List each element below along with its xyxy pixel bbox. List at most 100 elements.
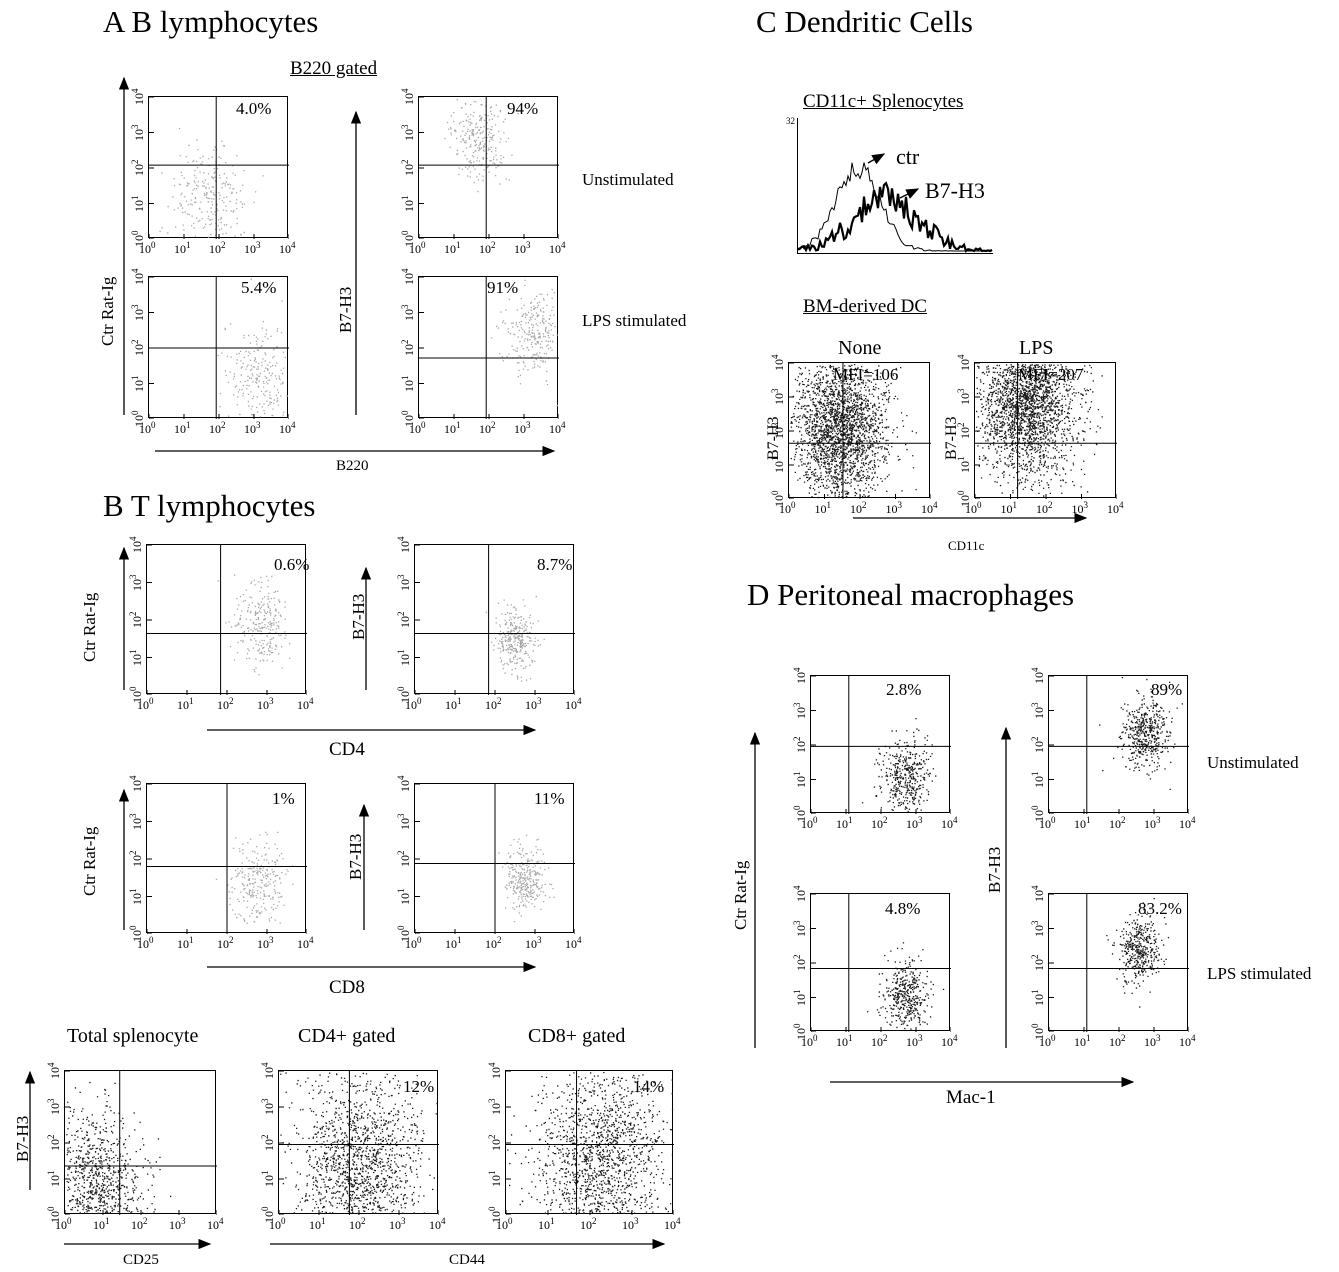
pct-d-3: 4.8% <box>885 899 921 918</box>
y-tick-label: 102 <box>792 954 808 972</box>
y-tick-label: 103 <box>792 920 808 937</box>
y-tick-label: 102 <box>956 422 972 440</box>
arrow-hist-ctr <box>867 153 886 165</box>
y-tick-label: 100 <box>260 1206 276 1224</box>
y-tick-label: 102 <box>770 422 786 440</box>
mfi-none: MFI=106 <box>833 365 899 384</box>
x-tick-label: 101 <box>444 240 461 256</box>
scatter-points <box>976 364 1103 497</box>
y-tick-label: 104 <box>956 354 972 372</box>
plot-a-ctr-lps <box>148 276 289 419</box>
scatter-dots <box>147 545 307 695</box>
y-tick-label: 102 <box>1030 736 1046 754</box>
x-tick-label: 100 <box>409 240 426 256</box>
dc-col-lps: LPS <box>1019 337 1054 359</box>
x-tick-label: 103 <box>906 1033 923 1049</box>
x-tick-label: 102 <box>485 935 502 951</box>
scatter-dots <box>279 1071 439 1215</box>
x-tick-label: 101 <box>445 696 462 712</box>
y-tick-label: 102 <box>130 339 146 357</box>
x-tick-label: 100 <box>779 500 796 516</box>
y-tick-label: 104 <box>1030 667 1046 685</box>
x-tick-label: 100 <box>801 815 818 831</box>
pct-d-4: 83.2% <box>1138 899 1182 918</box>
scatter-dots <box>415 784 575 934</box>
hist-y-max: 32 <box>786 116 795 126</box>
y-tick-label: 101 <box>128 888 144 905</box>
x-tick-label: 100 <box>405 696 422 712</box>
pct-b-2: 8.7% <box>537 555 573 574</box>
x-tick-label: 103 <box>514 420 531 436</box>
y-tick-label: 101 <box>130 375 146 392</box>
y-tick-label: 104 <box>792 667 808 685</box>
y-tick-label: 100 <box>130 410 146 428</box>
x-tick-label: 103 <box>885 500 903 516</box>
x-tick-label: 101 <box>93 1216 110 1232</box>
panel-b-bottom-title-2: CD4+ gated <box>298 1025 396 1047</box>
pct-a-4: 91% <box>487 278 519 297</box>
y-tick-label: 104 <box>130 268 146 286</box>
histogram-b7h3-line <box>797 181 993 253</box>
scatter-dots <box>149 277 289 419</box>
plot-a-b7-unstim <box>418 96 559 239</box>
y-tick-label: 101 <box>130 195 146 212</box>
x-tick-label: 101 <box>177 935 194 951</box>
pct-a-3: 5.4% <box>241 278 277 297</box>
y-tick-label: 104 <box>396 536 412 554</box>
y-tick-label: 103 <box>130 124 146 141</box>
y-tick-label: 103 <box>770 388 786 406</box>
x-tick-label: 101 <box>538 1216 555 1232</box>
x-tick-label: 104 <box>429 1216 446 1232</box>
y-tick-label: 100 <box>46 1206 62 1224</box>
panel-a-title: A B lymphocytes <box>103 4 319 39</box>
panel-c-subtitle-2: BM-derived DC <box>803 296 928 317</box>
panel-d-title: D Peritoneal macrophages <box>747 577 1075 612</box>
x-tick-label: 102 <box>479 420 496 436</box>
x-tick-label: 101 <box>1074 815 1091 831</box>
x-tick-label: 100 <box>137 935 154 951</box>
y-tick-label: 104 <box>792 885 808 903</box>
panel-c-title: C Dendritic Cells <box>756 4 973 39</box>
x-tick-label: 102 <box>871 1033 888 1049</box>
plot-b-cd8-gated <box>505 1070 674 1215</box>
y-tick-label: 101 <box>1030 771 1046 788</box>
pct-b-6: 14% <box>633 1077 665 1096</box>
y-tick-label: 102 <box>400 339 416 357</box>
panel-a-x-label: B220 <box>336 458 369 474</box>
x-tick-label: 102 <box>871 815 888 831</box>
x-tick-label: 100 <box>55 1216 72 1232</box>
panel-b-bottom-title-3: CD8+ gated <box>528 1025 626 1047</box>
x-tick-label: 104 <box>207 1216 224 1232</box>
x-tick-label: 104 <box>297 696 314 712</box>
scatter-dots <box>65 1071 217 1215</box>
y-tick-label: 103 <box>400 304 416 321</box>
y-tick-label: 100 <box>770 490 786 508</box>
panel-b-title: B T lymphocytes <box>103 488 316 523</box>
y-tick-label: 103 <box>487 1098 503 1116</box>
x-tick-label: 100 <box>801 1033 818 1049</box>
scatter-dots <box>147 784 307 934</box>
y-tick-label: 100 <box>400 230 416 248</box>
y-tick-label: 103 <box>396 574 412 591</box>
y-tick-label: 103 <box>1030 702 1046 719</box>
dc-col-none: None <box>838 337 882 359</box>
y-tick-label: 102 <box>1030 954 1046 972</box>
scatter-dots <box>1049 676 1189 814</box>
x-tick-label: 102 <box>479 240 496 256</box>
y-tick-label: 101 <box>396 888 412 905</box>
y-tick-label: 101 <box>46 1170 62 1188</box>
panel-a-row-label-unstim: Unstimulated <box>582 170 674 189</box>
y-tick-label: 104 <box>46 1062 62 1080</box>
y-tick-label: 104 <box>1030 885 1046 903</box>
x-tick-label: 102 <box>209 420 226 436</box>
plot-b-b7-cd4 <box>414 544 575 695</box>
scatter-points <box>215 831 294 924</box>
x-tick-label: 103 <box>1144 1033 1161 1049</box>
x-tick-label: 104 <box>941 1033 958 1049</box>
y-tick-label: 100 <box>792 1023 808 1041</box>
x-tick-label: 100 <box>269 1216 286 1232</box>
pct-a-2: 94% <box>507 99 539 118</box>
y-tick-label: 102 <box>128 850 144 868</box>
y-tick-label: 104 <box>128 536 144 554</box>
x-tick-label: 103 <box>257 935 274 951</box>
